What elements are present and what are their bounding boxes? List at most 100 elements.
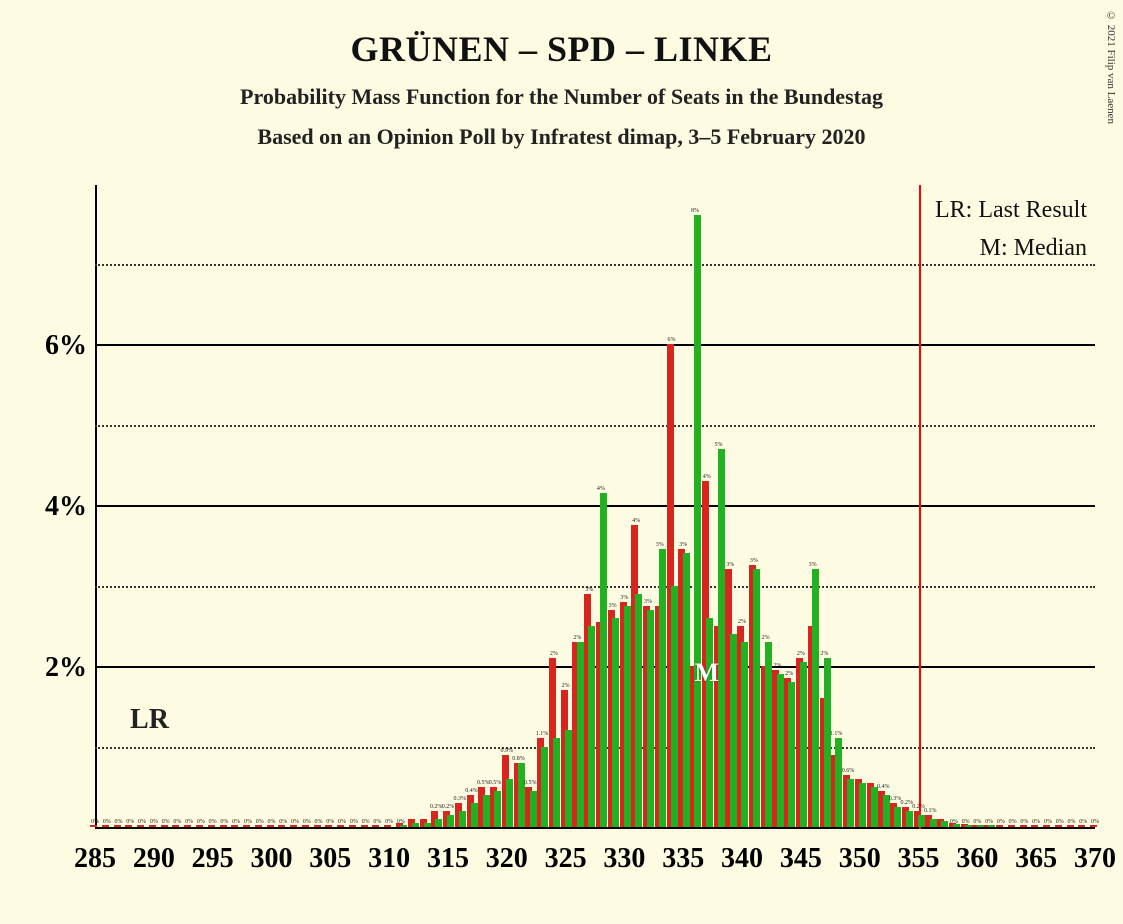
bar-green	[424, 823, 431, 827]
bar-value-label: 3%	[809, 562, 817, 568]
plot-area: LR: Last Result M: Median 2%4%6%28529029…	[95, 185, 1095, 829]
bar-green	[988, 825, 995, 827]
bar-green	[859, 783, 866, 827]
bar-green	[977, 825, 984, 827]
bar-value-label: 0%	[267, 819, 275, 825]
gridline	[95, 505, 1095, 507]
bar-green	[435, 819, 442, 827]
bar-red	[149, 825, 156, 827]
x-tick-label: 315	[427, 843, 469, 875]
x-tick-label: 310	[368, 843, 410, 875]
bar-value-label: 0.5%	[477, 780, 490, 786]
bar-value-label: 0%	[126, 819, 134, 825]
bar-value-label: 0%	[209, 819, 217, 825]
x-tick-label: 285	[74, 843, 116, 875]
bar-green	[871, 787, 878, 827]
bar-red	[1067, 825, 1074, 827]
bar-green	[765, 642, 772, 827]
bar-green	[730, 634, 737, 827]
bar-green	[741, 642, 748, 827]
bar-red	[1078, 825, 1085, 827]
bar-red	[278, 825, 285, 827]
y-tick-label: 6%	[23, 330, 87, 362]
bar-value-label: 0%	[197, 819, 205, 825]
bar-value-label: 0%	[385, 819, 393, 825]
bar-value-label: 0%	[985, 819, 993, 825]
x-tick-label: 325	[545, 843, 587, 875]
bar-green	[800, 662, 807, 827]
chart-subtitle-2: Based on an Opinion Poll by Infratest di…	[0, 124, 1123, 150]
bar-red	[255, 825, 262, 827]
bar-value-label: 0.5%	[524, 780, 537, 786]
last-result-vline	[919, 185, 921, 829]
x-tick-label: 320	[486, 843, 528, 875]
x-tick-label: 290	[133, 843, 175, 875]
bar-value-label: 0%	[373, 819, 381, 825]
bar-red	[172, 825, 179, 827]
bar-value-label: 3%	[726, 562, 734, 568]
title-block: GRÜNEN – SPD – LINKE Probability Mass Fu…	[0, 0, 1123, 150]
x-tick-label: 340	[721, 843, 763, 875]
bar-value-label: 0%	[1044, 819, 1052, 825]
bar-red	[384, 825, 391, 827]
bar-value-label: 0%	[279, 819, 287, 825]
x-tick-label: 330	[603, 843, 645, 875]
bar-red	[1031, 825, 1038, 827]
bar-value-label: 0%	[950, 819, 958, 825]
bar-value-label: 0%	[150, 819, 158, 825]
bar-value-label: 0%	[115, 819, 123, 825]
bar-value-label: 2%	[820, 651, 828, 657]
bar-red	[114, 825, 121, 827]
bar-green	[635, 594, 642, 827]
bar-value-label: 1.1%	[830, 731, 843, 737]
bar-green	[659, 549, 666, 827]
x-tick-label: 300	[250, 843, 292, 875]
bar-value-label: 0.6%	[842, 768, 855, 774]
bar-green	[471, 803, 478, 827]
bar-value-label: 0%	[138, 819, 146, 825]
bar-value-label: 0%	[997, 819, 1005, 825]
bar-value-label: 3%	[644, 599, 652, 605]
bar-value-label: 8%	[691, 208, 699, 214]
bar-red	[220, 825, 227, 827]
bar-red	[1020, 825, 1027, 827]
bar-value-label: 0.9%	[501, 748, 514, 754]
bar-value-label: 6%	[667, 337, 675, 343]
legend-lr: LR: Last Result	[935, 191, 1087, 229]
bar-red	[1055, 825, 1062, 827]
bar-green	[683, 553, 690, 827]
bar-value-label: 1.1%	[536, 731, 549, 737]
x-tick-label: 350	[839, 843, 881, 875]
bar-value-label: 0%	[220, 819, 228, 825]
bar-green	[577, 642, 584, 827]
bar-value-label: 3%	[585, 587, 593, 593]
bar-green	[777, 674, 784, 827]
bar-green	[930, 819, 937, 827]
chart-area: LR: Last Result M: Median 2%4%6%28529029…	[95, 185, 1095, 829]
bar-green	[694, 215, 701, 827]
bar-green	[824, 658, 831, 827]
bar-green	[706, 618, 713, 827]
bar-value-label: 0.2%	[912, 804, 925, 810]
bar-value-label: 0.2%	[430, 804, 443, 810]
bar-value-label: 2%	[738, 619, 746, 625]
bar-green	[553, 738, 560, 827]
x-tick-label: 365	[1015, 843, 1057, 875]
bar-green	[906, 811, 913, 827]
gridline	[95, 344, 1095, 346]
bar-value-label: 0%	[173, 819, 181, 825]
bar-value-label: 0%	[1056, 819, 1064, 825]
x-axis	[95, 827, 1095, 829]
bar-value-label: 0%	[91, 819, 99, 825]
median-marker: M	[694, 658, 719, 688]
bar-red	[90, 825, 97, 827]
bar-red	[302, 825, 309, 827]
bar-green	[600, 493, 607, 827]
gridline-minor	[95, 586, 1095, 588]
bar-value-label: 3%	[620, 595, 628, 601]
bar-red	[137, 825, 144, 827]
chart-title: GRÜNEN – SPD – LINKE	[0, 28, 1123, 70]
bar-value-label: 0%	[303, 819, 311, 825]
bar-value-label: 3%	[679, 542, 687, 548]
bar-red	[102, 825, 109, 827]
